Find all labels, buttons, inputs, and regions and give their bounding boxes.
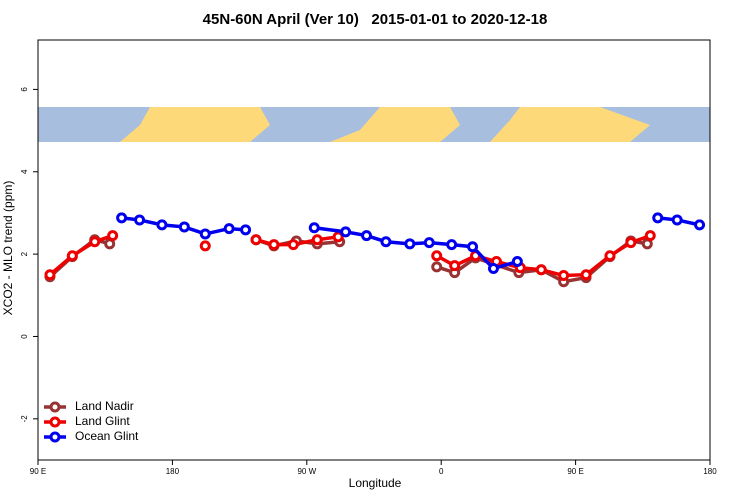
data-point xyxy=(156,219,168,231)
data-point xyxy=(467,241,479,253)
data-point xyxy=(66,250,78,262)
data-point xyxy=(535,264,547,276)
legend-marker xyxy=(49,431,61,443)
x-axis-label: Longitude xyxy=(349,476,402,490)
y-axis-label: XCO2 - MLO trend (ppm) xyxy=(1,181,15,316)
data-point xyxy=(44,269,56,281)
data-point xyxy=(178,221,190,233)
data-point xyxy=(487,263,499,275)
legend-label: Land Nadir xyxy=(75,399,134,413)
data-point xyxy=(361,230,373,242)
data-point xyxy=(446,239,458,251)
data-point xyxy=(199,228,211,240)
legend-marker xyxy=(49,416,61,428)
data-point xyxy=(308,222,320,234)
x-tick-label: 180 xyxy=(703,467,717,476)
legend-label: Land Glint xyxy=(75,414,130,428)
data-point xyxy=(511,256,523,268)
series-line xyxy=(48,233,114,277)
data-point xyxy=(652,212,664,224)
plot-frame xyxy=(37,39,711,461)
data-point xyxy=(694,219,706,231)
data-point xyxy=(558,270,570,282)
legend-label: Ocean Glint xyxy=(75,429,139,443)
data-point xyxy=(604,250,616,262)
data-point xyxy=(625,237,637,249)
y-tick-label: 4 xyxy=(20,169,29,174)
data-point xyxy=(89,236,101,248)
data-point xyxy=(332,231,344,243)
map-strip xyxy=(38,107,710,142)
data-point xyxy=(449,260,461,272)
data-point xyxy=(404,238,416,250)
data-point xyxy=(287,239,299,251)
series-line xyxy=(314,226,518,271)
x-tick-label: 90 W xyxy=(297,467,316,476)
data-point xyxy=(644,230,656,242)
x-tick-label: 0 xyxy=(439,467,444,476)
data-point xyxy=(671,214,683,226)
y-tick-label: 2 xyxy=(20,251,29,256)
data-point xyxy=(431,261,443,273)
data-point xyxy=(250,234,262,246)
data-point xyxy=(223,223,235,235)
data-point xyxy=(340,226,352,238)
series-line xyxy=(48,237,111,279)
data-point xyxy=(380,236,392,248)
x-tick-label: 180 xyxy=(166,467,180,476)
data-point xyxy=(107,230,119,242)
y-tick-label: 6 xyxy=(20,87,29,92)
y-tick-label: -2 xyxy=(20,415,29,423)
legend-marker xyxy=(49,401,61,413)
data-point xyxy=(116,212,128,224)
y-tick-label: 0 xyxy=(20,334,29,339)
data-point xyxy=(311,234,323,246)
x-tick-label: 90 E xyxy=(30,467,46,476)
data-point xyxy=(431,250,443,262)
chart-title: 45N-60N April (Ver 10) 2015-01-01 to 202… xyxy=(203,11,548,28)
x-tick-label: 90 E xyxy=(567,467,583,476)
data-point xyxy=(199,240,211,252)
data-point xyxy=(134,214,146,226)
data-point xyxy=(580,269,592,281)
data-point xyxy=(423,237,435,249)
data-point xyxy=(240,224,252,236)
data-point xyxy=(268,239,280,251)
